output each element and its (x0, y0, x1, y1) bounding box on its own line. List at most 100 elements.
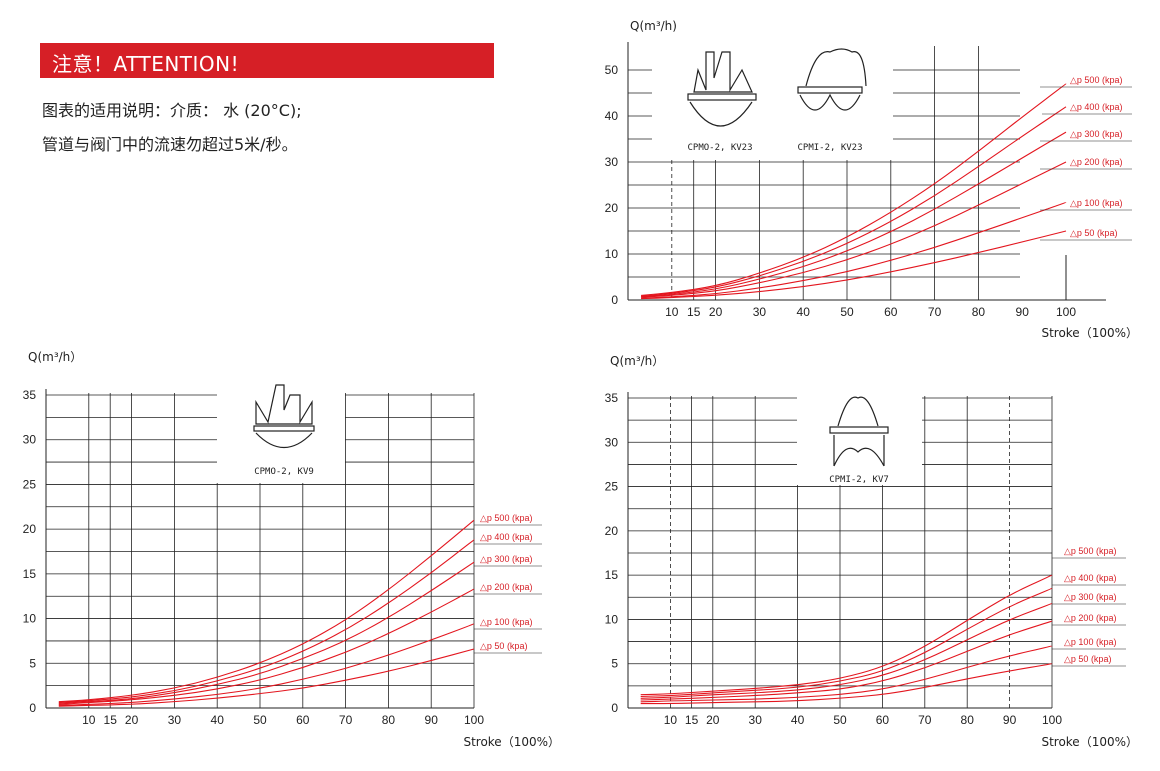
curve-200kpa (641, 161, 1067, 298)
curve-50kpa (640, 663, 1053, 705)
curve-500kpa (640, 574, 1053, 696)
legend-label: △p 300 (kpa) (1070, 129, 1122, 139)
curve-100kpa (641, 201, 1067, 299)
x-tick-label: 15 (104, 713, 118, 727)
y-tick-label: 5 (611, 657, 618, 671)
legend-label: △p 500 (kpa) (1064, 546, 1116, 556)
valve-cpmi-kv7-diagram (829, 396, 889, 467)
attention-note-medium: 图表的适用说明：介质： 水 (20°C); (42, 101, 302, 120)
attention-banner: 注意！ATTENTION! (40, 43, 494, 78)
curve-300kpa (640, 602, 1053, 699)
x-tick-label: 30 (168, 713, 182, 727)
legend-label: △p 100 (kpa) (480, 617, 532, 627)
curve-300kpa (641, 131, 1067, 298)
x-tick-label: 70 (339, 713, 353, 727)
x-tick-label: 90 (1016, 305, 1030, 319)
valve-caption: CPMO-2, KV23 (687, 143, 752, 153)
y-tick-label: 10 (23, 612, 37, 626)
y-tick-label: 35 (23, 388, 37, 402)
legend-label: △p 50 (kpa) (1064, 654, 1111, 664)
y-tick-label: 0 (611, 701, 618, 715)
x-tick-label: 50 (253, 713, 267, 727)
y-tick-label: 5 (29, 656, 36, 670)
x-tick-label: 20 (125, 713, 139, 727)
valve-caption: CPMI-2, KV7 (829, 475, 889, 485)
legend-label: △p 400 (kpa) (1070, 102, 1122, 112)
x-tick-label: 100 (1042, 713, 1062, 727)
x-tick-label: 40 (211, 713, 225, 727)
x-tick-label: 60 (876, 713, 890, 727)
legend-label: △p 100 (kpa) (1064, 637, 1116, 647)
valve-cpmo-kv23-diagram (687, 51, 757, 127)
curve-300kpa (58, 561, 475, 705)
x-tick-label: 90 (425, 713, 439, 727)
x-tick-label: 80 (382, 713, 396, 727)
x-tick-label: 40 (797, 305, 811, 319)
y-tick-label: 30 (605, 435, 619, 449)
y-axis-title: Q(m³/h) (630, 19, 677, 33)
legend-label: △p 100 (kpa) (1070, 198, 1122, 208)
x-tick-label: 20 (706, 713, 720, 727)
curve-100kpa (58, 623, 475, 706)
legend-label: △p 300 (kpa) (1064, 592, 1116, 602)
valve-cpmi-kv23-diagram (797, 48, 867, 111)
y-tick-label: 20 (23, 522, 37, 536)
legend-label: △p 400 (kpa) (480, 532, 532, 542)
curve-400kpa (58, 539, 475, 704)
legend-label: △p 400 (kpa) (1064, 573, 1116, 583)
y-tick-label: 20 (605, 201, 619, 215)
y-axis-title: Q(m³/h） (28, 350, 82, 364)
chart-2: 10 15 20 30 40 50 60 70 80 90 100 0 5 10 15 20 25 30 35 Q(m… (23, 350, 560, 749)
y-tick-label: 25 (23, 477, 37, 491)
x-tick-label: 30 (753, 305, 767, 319)
curve-200kpa (640, 620, 1053, 701)
y-tick-label: 40 (605, 109, 619, 123)
legend-label: △p 50 (kpa) (480, 641, 527, 651)
curve-100kpa (640, 645, 1053, 703)
attention-title: 注意！ATTENTION! (52, 52, 240, 76)
chart-3: 10 15 20 30 40 50 60 70 80 90 100 0 5 10 15 20 25 30 35 Q(m… (605, 354, 1138, 749)
x-axis-title: Stroke（100%） (463, 735, 560, 749)
x-tick-label: 60 (884, 305, 898, 319)
legend-label: △p 50 (kpa) (1070, 228, 1117, 238)
x-tick-label: 30 (749, 713, 763, 727)
y-tick-label: 50 (605, 63, 619, 77)
x-tick-label: 80 (972, 305, 986, 319)
x-tick-label: 40 (791, 713, 805, 727)
legend-label: △p 300 (kpa) (480, 554, 532, 564)
curve-400kpa (641, 106, 1067, 297)
x-tick-label: 15 (685, 713, 699, 727)
y-tick-label: 10 (605, 247, 619, 261)
x-tick-label: 100 (1056, 305, 1076, 319)
curve-50kpa (58, 648, 475, 707)
y-tick-label: 0 (29, 701, 36, 715)
x-axis-title: Stroke（100%） (1041, 326, 1138, 340)
legend-label: △p 200 (kpa) (480, 582, 532, 592)
x-tick-label: 80 (961, 713, 975, 727)
x-tick-label: 20 (709, 305, 723, 319)
y-tick-label: 10 (605, 612, 619, 626)
y-tick-label: 15 (23, 567, 37, 581)
x-tick-label: 70 (928, 305, 942, 319)
x-tick-label: 70 (918, 713, 932, 727)
x-tick-label: 100 (464, 713, 484, 727)
y-tick-label: 30 (23, 433, 37, 447)
valve-caption: CPMO-2, KV9 (254, 467, 314, 477)
y-tick-label: 20 (605, 524, 619, 538)
curve-500kpa (641, 83, 1067, 296)
x-tick-label: 15 (687, 305, 701, 319)
y-tick-label: 0 (611, 293, 618, 307)
valve-caption: CPMI-2, KV23 (797, 143, 862, 153)
x-tick-label: 10 (664, 713, 678, 727)
curve-200kpa (58, 588, 475, 705)
y-tick-label: 15 (605, 568, 619, 582)
x-axis-title: Stroke（100%） (1041, 735, 1138, 749)
x-tick-label: 60 (296, 713, 310, 727)
x-tick-label: 50 (833, 713, 847, 727)
x-tick-label: 10 (665, 305, 679, 319)
curve-50kpa (641, 230, 1067, 300)
attention-note-velocity: 管道与阀门中的流速勿超过5米/秒。 (42, 135, 298, 154)
y-tick-label: 25 (605, 480, 619, 494)
x-tick-label: 90 (1003, 713, 1017, 727)
